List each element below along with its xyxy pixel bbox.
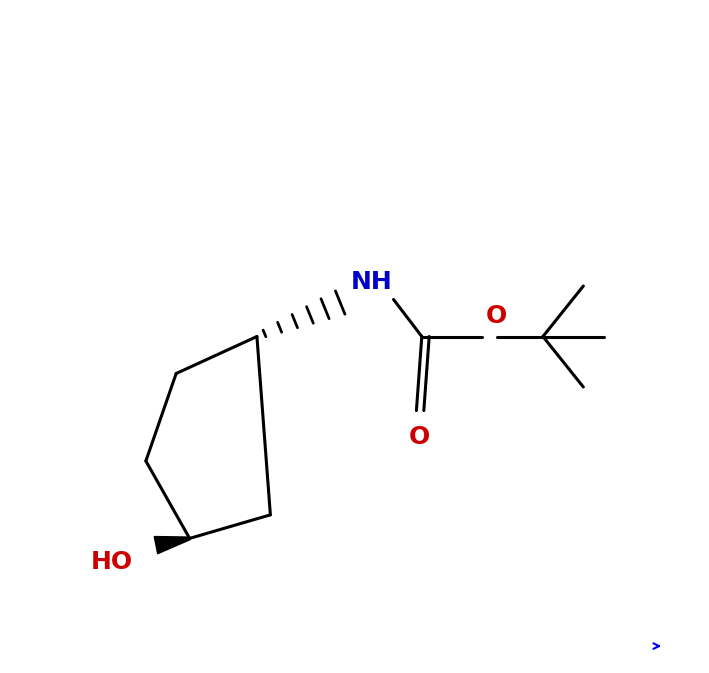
Text: O: O [486, 304, 507, 328]
Polygon shape [155, 536, 190, 554]
Text: HO: HO [90, 550, 133, 574]
Text: O: O [409, 425, 430, 450]
Text: NH: NH [351, 270, 393, 294]
